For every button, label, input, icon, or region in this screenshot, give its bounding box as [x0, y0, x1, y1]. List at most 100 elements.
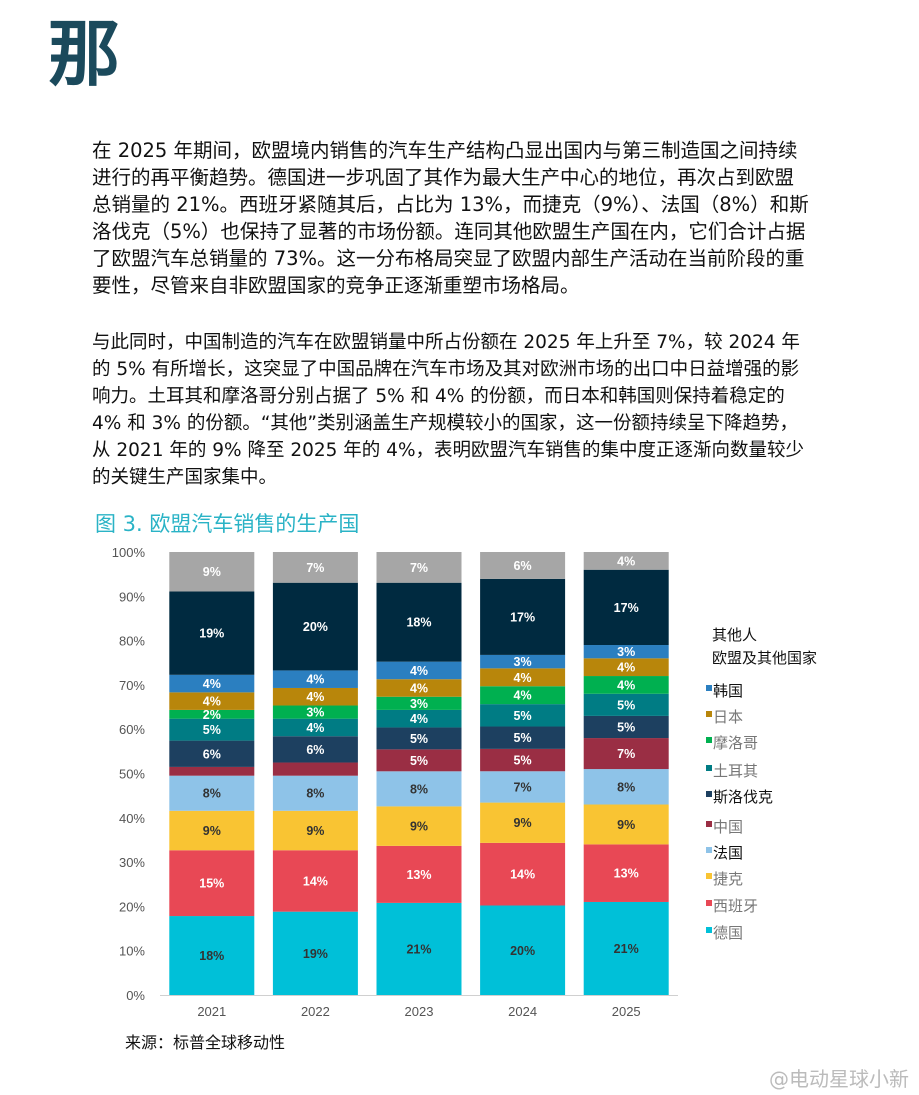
- data-label: 6%: [306, 743, 324, 757]
- bar-segment: [376, 696, 462, 710]
- legend-label: 德国: [713, 924, 743, 942]
- bar-segment: [272, 762, 358, 776]
- figure-title: 图 3. 欧盟汽车销售的生产国: [95, 512, 360, 536]
- bar-segment: [376, 845, 462, 903]
- data-label: 17%: [614, 601, 639, 615]
- y-tick-label: 20%: [119, 899, 145, 914]
- data-label: 5%: [514, 754, 532, 768]
- y-tick-label: 100%: [112, 545, 146, 560]
- legend-swatch: [706, 685, 712, 691]
- data-label: 9%: [410, 820, 428, 834]
- watermark: @电动星球小新: [769, 1067, 909, 1091]
- paragraph-2: 与此同时，中国制造的汽车在欧盟销量中所占份额在 2025 年上升至 7%，较 2…: [92, 332, 805, 488]
- y-tick-label: 70%: [119, 678, 145, 693]
- data-label: 8%: [617, 780, 635, 794]
- bar-segment: [272, 705, 358, 719]
- data-label: 9%: [514, 816, 532, 830]
- data-label: 8%: [410, 782, 428, 796]
- legend-label: 土耳其: [713, 762, 758, 780]
- data-label: 19%: [199, 627, 224, 641]
- data-label: 19%: [303, 947, 328, 961]
- bar-segment: [272, 911, 358, 995]
- y-tick-label: 40%: [119, 811, 145, 826]
- bar-segment: [376, 771, 462, 807]
- legend-label: 韩国: [713, 682, 743, 700]
- data-label: 4%: [514, 671, 532, 685]
- data-label: 5%: [617, 698, 635, 712]
- bar-segment: [480, 654, 566, 669]
- y-tick-label: 30%: [119, 855, 145, 870]
- data-label: 7%: [617, 747, 635, 761]
- legend-label: 日本: [713, 708, 743, 726]
- data-label: 4%: [410, 681, 428, 695]
- legend-label: 其他人: [712, 626, 757, 644]
- legend-label: 捷克: [713, 870, 743, 888]
- bar-segment: [583, 769, 669, 805]
- bar-segment: [169, 850, 255, 917]
- bar-segment: [583, 645, 669, 659]
- data-label: 5%: [203, 723, 221, 737]
- data-label: 8%: [203, 787, 221, 801]
- bar-segment: [169, 591, 255, 675]
- data-label: 4%: [410, 712, 428, 726]
- data-label: 4%: [306, 673, 324, 687]
- bar-segment: [480, 704, 566, 727]
- data-label: 13%: [614, 867, 639, 881]
- data-label: 14%: [303, 874, 328, 888]
- y-tick-label: 90%: [119, 589, 145, 604]
- y-tick-label: 10%: [119, 944, 145, 959]
- data-label: 4%: [410, 664, 428, 678]
- y-tick-label: 0%: [126, 988, 145, 1003]
- bar-segment: [480, 802, 566, 843]
- bar-segment: [583, 552, 669, 570]
- bar-segment: [583, 844, 669, 902]
- bar-segment: [272, 718, 358, 737]
- header-character: 那: [48, 12, 121, 96]
- legend-label: 斯洛伐克: [713, 788, 773, 806]
- legend-swatch: [706, 737, 712, 743]
- x-tick-label: 2024: [508, 1004, 537, 1019]
- bar-segment: [583, 738, 669, 770]
- bar-segment: [583, 693, 669, 716]
- bar-segment: [480, 726, 566, 749]
- bar-segment: [480, 842, 566, 906]
- data-label: 5%: [410, 754, 428, 768]
- bar-segment: [376, 902, 462, 995]
- bar-segment: [376, 709, 462, 728]
- data-label: 21%: [614, 942, 639, 956]
- bar-segment: [480, 905, 566, 995]
- legend-swatch: [706, 821, 712, 827]
- data-label: 3%: [617, 645, 635, 659]
- bar-segment: [169, 692, 255, 710]
- data-label: 9%: [617, 818, 635, 832]
- data-label: 20%: [510, 944, 535, 958]
- bar-segment: [376, 582, 462, 662]
- data-label: 4%: [203, 677, 221, 691]
- legend-swatch: [706, 765, 712, 771]
- legend-swatch: [706, 847, 712, 853]
- data-label: 5%: [514, 731, 532, 745]
- data-label: 4%: [617, 554, 635, 568]
- bar-segment: [272, 850, 358, 912]
- data-label: 4%: [617, 678, 635, 692]
- y-tick-label: 60%: [119, 722, 145, 737]
- data-label: 9%: [203, 565, 221, 579]
- legend-label: 法国: [713, 844, 743, 862]
- bar-segment: [169, 740, 255, 767]
- legend-label: 欧盟及其他国家: [712, 649, 817, 667]
- data-label: 13%: [406, 868, 431, 882]
- x-tick-label: 2022: [301, 1004, 330, 1019]
- bar-segment: [169, 674, 255, 693]
- bar-segment: [583, 901, 669, 995]
- data-label: 2%: [203, 708, 221, 722]
- bar-segment: [480, 686, 566, 705]
- bar-segment: [583, 569, 669, 646]
- bar-segment: [480, 552, 566, 579]
- paragraph-1: 在 2025 年期间，欧盟境内销售的汽车生产结构凸显出国内与第三制造国之间持续进…: [92, 139, 809, 297]
- legend-swatch: [706, 927, 712, 933]
- bar-segment: [583, 676, 669, 694]
- data-label: 5%: [410, 732, 428, 746]
- bar-segment: [272, 552, 358, 583]
- data-label: 18%: [406, 616, 431, 630]
- data-label: 8%: [306, 787, 324, 801]
